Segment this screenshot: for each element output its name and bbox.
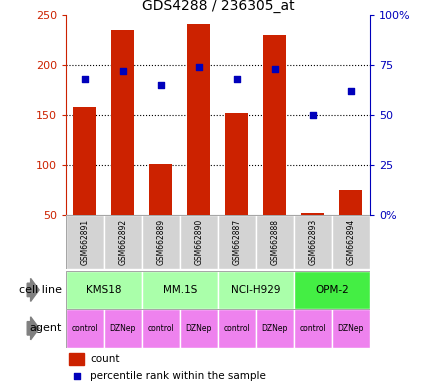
Bar [142,271,218,309]
Text: control: control [147,324,174,333]
Bar [294,309,332,348]
Text: percentile rank within the sample: percentile rank within the sample [90,371,266,381]
Bar [332,309,370,348]
Bar [332,215,370,269]
Bar [142,309,180,348]
Text: GSM662890: GSM662890 [194,219,203,265]
Bar [66,215,104,269]
Text: control: control [299,324,326,333]
Bar [111,30,134,215]
Point [73,373,80,379]
Point [196,64,202,70]
Title: GDS4288 / 236305_at: GDS4288 / 236305_at [142,0,294,13]
Bar [301,213,324,215]
Point [233,76,240,82]
Text: MM.1S: MM.1S [163,285,197,295]
Bar [218,309,256,348]
Bar [69,353,84,365]
Bar [294,271,370,309]
Bar [225,113,248,215]
Text: DZNep: DZNep [110,324,136,333]
Bar [256,215,294,269]
Bar [66,271,142,309]
Text: agent: agent [29,323,62,333]
Text: KMS18: KMS18 [86,285,122,295]
Text: GSM662893: GSM662893 [308,219,317,265]
Text: NCI-H929: NCI-H929 [231,285,280,295]
Point [347,88,354,94]
Point [119,68,126,74]
Text: OPM-2: OPM-2 [315,285,348,295]
Bar [187,24,210,215]
Bar [294,215,332,269]
Text: DZNep: DZNep [337,324,364,333]
Bar [180,309,218,348]
Text: GSM662894: GSM662894 [346,219,355,265]
FancyArrow shape [27,317,39,340]
Bar [150,164,172,215]
Text: GSM662892: GSM662892 [118,219,127,265]
Bar [218,215,256,269]
Text: DZNep: DZNep [186,324,212,333]
Point [157,82,164,88]
Point [272,66,278,72]
Bar [66,309,104,348]
Text: GSM662887: GSM662887 [232,219,241,265]
Bar [218,271,294,309]
Text: count: count [90,354,120,364]
Text: cell line: cell line [19,285,62,295]
Bar [264,35,286,215]
Bar [74,107,96,215]
Bar [339,190,362,215]
Bar [180,215,218,269]
FancyArrow shape [27,278,39,301]
Text: GSM662888: GSM662888 [270,219,279,265]
Text: GSM662889: GSM662889 [156,219,165,265]
Bar [104,215,142,269]
Text: GSM662891: GSM662891 [80,219,89,265]
Bar [256,309,294,348]
Text: DZNep: DZNep [262,324,288,333]
Point [82,76,88,82]
Bar [142,215,180,269]
Text: control: control [71,324,98,333]
Bar [104,309,142,348]
Text: control: control [224,324,250,333]
Point [309,112,316,118]
